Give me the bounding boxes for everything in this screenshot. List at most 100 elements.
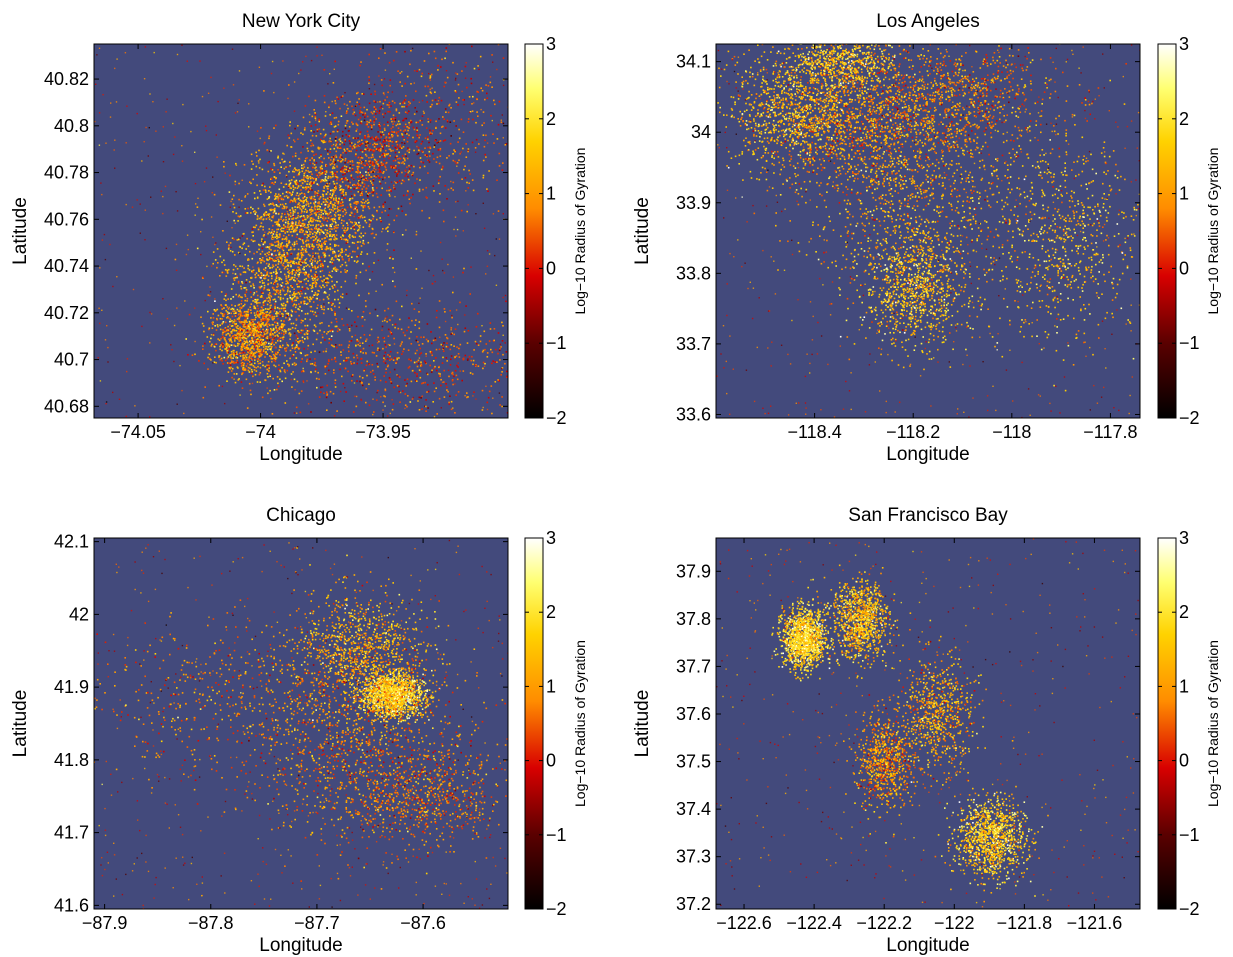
hotspot-point	[505, 351, 508, 353]
hotspot-point	[427, 172, 429, 174]
hotspot-point	[253, 355, 256, 358]
hotspot-point	[373, 206, 376, 209]
hotspot-point	[322, 141, 325, 144]
hotspot-point	[298, 271, 301, 274]
hotspot-point	[222, 329, 225, 332]
hotspot-point	[252, 339, 255, 342]
hotspot-point	[275, 268, 277, 271]
hotspot-point	[313, 202, 315, 204]
hotspot-point	[383, 340, 386, 343]
hotspot-point	[290, 194, 293, 197]
hotspot-point	[438, 326, 441, 329]
hotspot-point	[238, 378, 240, 380]
hotspot-point	[294, 181, 297, 184]
hotspot-point	[276, 274, 278, 277]
hotspot-point	[342, 204, 344, 207]
hotspot-point	[328, 203, 330, 206]
hotspot-point	[359, 336, 362, 339]
hotspot-point	[244, 293, 246, 296]
hotspot-point	[269, 307, 272, 309]
hotspot-point	[297, 341, 299, 343]
hotspot-point	[311, 264, 313, 266]
hotspot-point	[237, 304, 240, 307]
hotspot-point	[375, 108, 377, 111]
hotspot-point	[273, 171, 276, 173]
hotspot-point	[310, 298, 312, 300]
hotspot-point	[360, 232, 362, 235]
hotspot-point	[270, 209, 272, 212]
hotspot-point	[516, 371, 518, 373]
hotspot-point	[370, 124, 372, 126]
hotspot-point	[390, 382, 393, 384]
hotspot-point	[265, 318, 267, 320]
hotspot-point	[360, 173, 363, 176]
hotspot-point	[416, 365, 419, 368]
hotspot-point	[331, 309, 333, 311]
hotspot-point	[266, 348, 269, 351]
hotspot-point	[415, 121, 418, 124]
hotspot-point	[414, 352, 417, 355]
hotspot-point	[308, 189, 311, 192]
hotspot-point	[293, 180, 296, 183]
hotspot-point	[399, 147, 401, 150]
hotspot-point	[288, 333, 290, 335]
hotspot-point	[274, 236, 276, 238]
hotspot-point	[340, 351, 342, 353]
hotspot-point	[382, 172, 384, 174]
hotspot-point	[267, 346, 270, 348]
hotspot-point	[416, 110, 418, 113]
hotspot-point	[251, 370, 253, 373]
hotspot-point	[246, 193, 249, 195]
hotspot-point	[274, 249, 276, 252]
hotspot-point	[421, 115, 424, 117]
hotspot-point	[351, 105, 353, 108]
hotspot-point	[221, 261, 223, 264]
hotspot-point	[258, 345, 261, 348]
hotspot-point	[544, 300, 546, 302]
hotspot-point	[290, 248, 293, 250]
hotspot-point	[264, 330, 267, 332]
hotspot-point	[227, 298, 229, 300]
hotspot-point	[258, 243, 260, 246]
hotspot-point	[336, 207, 338, 210]
hotspot-point	[358, 180, 360, 182]
hotspot-point	[225, 293, 227, 295]
hotspot-point	[384, 309, 386, 312]
hotspot-point	[238, 215, 241, 218]
hotspot-point	[264, 269, 267, 272]
hotspot-point	[380, 79, 383, 81]
hotspot-point	[305, 332, 308, 334]
hotspot-point	[413, 361, 416, 364]
hotspot-point	[279, 291, 281, 294]
hotspot-point	[386, 96, 388, 98]
hotspot-point	[330, 121, 332, 124]
hotspot-point	[383, 159, 385, 162]
hotspot-point	[328, 202, 331, 205]
hotspot-point	[385, 161, 388, 164]
hotspot-point	[308, 221, 310, 223]
hotspot-point	[233, 355, 235, 357]
hotspot-point	[274, 306, 276, 308]
hotspot-point	[256, 327, 259, 330]
hotspot-point	[290, 132, 293, 135]
hotspot-point	[314, 113, 317, 115]
hotspot-point	[317, 202, 319, 204]
hotspot-point	[247, 313, 249, 316]
hotspot-point	[416, 153, 418, 156]
hotspot-point	[320, 155, 322, 157]
hotspot-point	[247, 245, 250, 247]
hotspot-point	[247, 267, 249, 270]
hotspot-point	[278, 242, 280, 245]
hotspot-point	[315, 267, 318, 270]
hotspot-point	[294, 127, 296, 130]
hotspot-point	[482, 349, 485, 352]
hotspot-point	[323, 219, 325, 221]
hotspot-point	[333, 182, 336, 185]
hotspot-point	[301, 310, 303, 312]
hotspot-point	[333, 217, 336, 220]
hotspot-point	[256, 251, 258, 253]
hotspot-point	[351, 161, 354, 163]
hotspot-point	[327, 281, 330, 284]
hotspot-point	[371, 124, 373, 127]
hotspot-point	[259, 259, 261, 261]
